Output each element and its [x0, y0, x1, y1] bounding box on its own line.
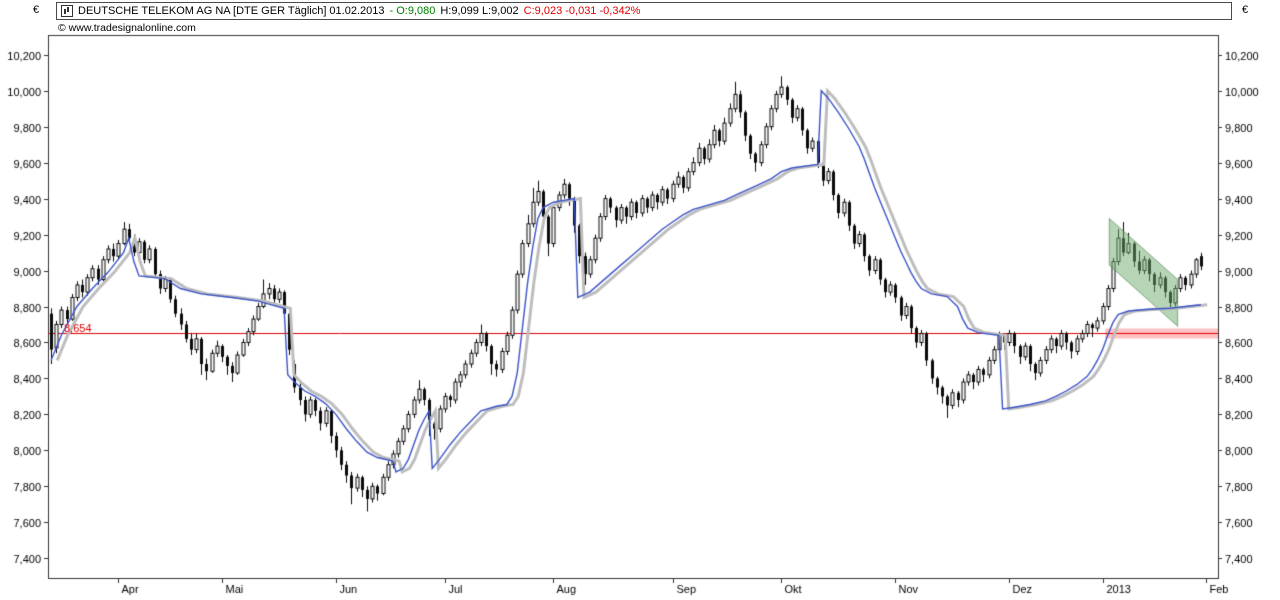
- currency-label-left: €: [33, 4, 40, 16]
- quote-close-change: C:9,023 -0,031 -0,342%: [523, 5, 641, 17]
- quote-open: - O:9,080: [389, 5, 436, 17]
- chart-legend-box: DEUTSCHE TELEKOM AG NA [DTE GER Täglich]…: [56, 2, 1232, 20]
- currency-label-right: €: [1242, 4, 1249, 16]
- instrument-chart-icon: [61, 5, 73, 17]
- instrument-title: DEUTSCHE TELEKOM AG NA [DTE GER Täglich]…: [78, 5, 385, 17]
- quote-high-low: H:9,099 L:9,002: [440, 5, 519, 17]
- copyright-label: © www.tradesignalonline.com: [58, 22, 196, 34]
